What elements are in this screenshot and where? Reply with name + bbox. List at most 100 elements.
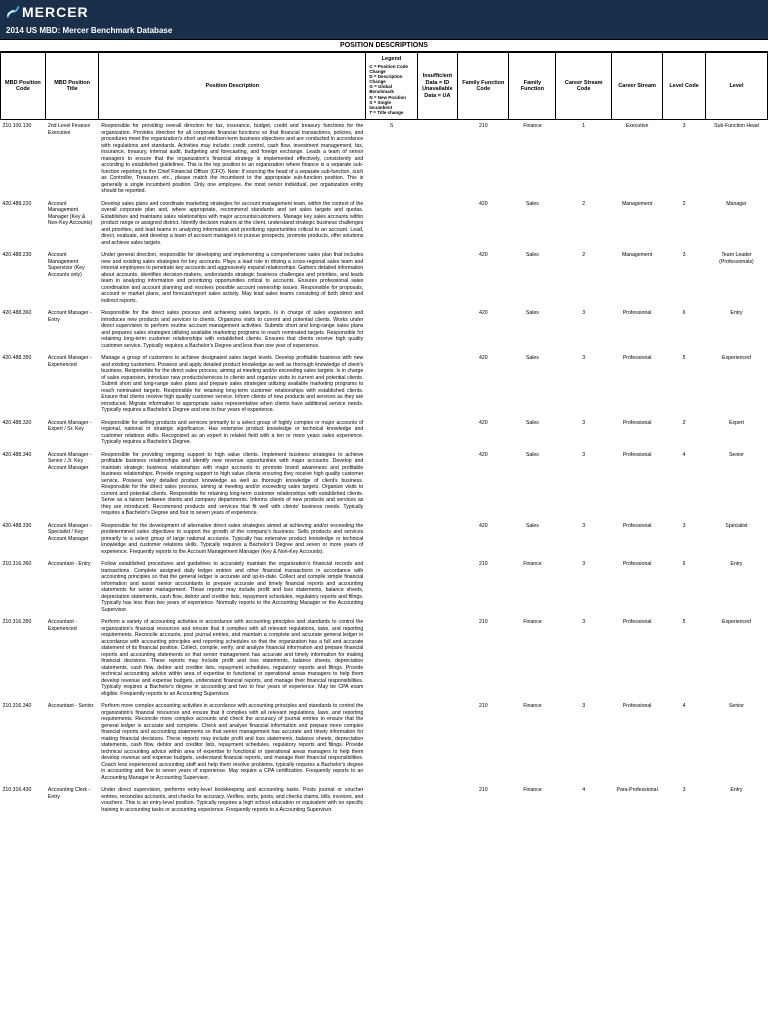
table-cell: 5 [663,352,706,417]
table-cell: Sales [509,417,556,449]
table-cell: 2 [556,249,612,307]
col-career-stream: Career Stream [611,53,662,120]
table-cell: Professional [611,417,662,449]
table-cell: 4 [663,700,706,784]
table-row: 210.100.1302nd Level Finance ExecutiveRe… [1,120,768,198]
table-cell: Accounting Clerk - Entry [45,784,98,816]
legend-line: C = Position Code Change [369,64,413,74]
table-cell: Finance [509,784,556,816]
table-cell: 420.488.350 [1,352,46,417]
table-cell: Sub-Function Head [705,120,767,198]
table-cell [366,449,417,520]
table-cell: Accountant - Experienced [45,616,98,700]
table-cell: 210.316.430 [1,784,46,816]
table-cell: Responsible for selling products and ser… [99,417,366,449]
table-cell: Account Manager - Entry [45,307,98,352]
table-cell [417,120,458,198]
table-cell: Experienced [705,616,767,700]
table-cell: 2 [663,198,706,250]
table-cell: 3 [556,417,612,449]
table-cell: Account Manager - Experienced [45,352,98,417]
table-cell: Management [611,249,662,307]
table-cell: 420.488.220 [1,198,46,250]
table-cell: Senior [705,449,767,520]
legend-line: D = Description Change [369,74,413,84]
table-cell [366,417,417,449]
table-cell: 3 [556,616,612,700]
table-cell: Entry [705,558,767,616]
table-cell: Professional [611,558,662,616]
table-cell [417,249,458,307]
table-cell [366,784,417,816]
table-cell: 420 [458,307,509,352]
table-row: 420.488.360Account Manager - EntryRespon… [1,307,768,352]
table-cell: Entry [705,784,767,816]
table-row: 210.316.360Accountant - EntryFollow esta… [1,558,768,616]
table-row: 420.488.350Account Manager - Experienced… [1,352,768,417]
table-cell: 1 [556,120,612,198]
table-cell: Finance [509,120,556,198]
table-cell [417,616,458,700]
table-cell: 210 [458,616,509,700]
table-cell: Under general direction, responsible for… [99,249,366,307]
table-cell: 2 [663,417,706,449]
table-cell [417,558,458,616]
table-cell: Responsible for providing overall direct… [99,120,366,198]
table-cell [417,352,458,417]
table-cell: 3 [556,558,612,616]
table-cell: Professional [611,616,662,700]
table-row: 420.488.230Account Management Supervisor… [1,249,768,307]
col-position-description: Position Description [99,53,366,120]
table-cell: 420 [458,249,509,307]
table-cell: Responsible for the development of alter… [99,520,366,559]
table-cell: Follow established procedures and guidel… [99,558,366,616]
mercer-logo-icon [6,5,20,19]
col-level-code: Level Code [663,53,706,120]
legend-line: G = Global Benchmark [369,84,413,94]
table-cell: 210 [458,558,509,616]
table-cell: Account Manager - Expert / Sr. Key [45,417,98,449]
col-level: Level [705,53,767,120]
table-cell [366,700,417,784]
table-cell: 3 [556,700,612,784]
table-row: 210.316.430Accounting Clerk - EntryUnder… [1,784,768,816]
col-career-stream-code: Career Stream Code [556,53,612,120]
table-cell [417,700,458,784]
table-cell: Sales [509,352,556,417]
col-family-function: Family Function [509,53,556,120]
table-cell: Account Manager - Specialist / Key Accou… [45,520,98,559]
table-body: 210.100.1302nd Level Finance ExecutiveRe… [1,120,768,817]
table-cell: Sales [509,449,556,520]
table-cell: 210.316.340 [1,700,46,784]
table-cell: Accountant - Entry [45,558,98,616]
table-cell: Finance [509,558,556,616]
table-cell [417,307,458,352]
col-position-code: MBD Position Code [1,53,46,120]
table-cell: Account Manager - Senior / Jr. Key Accou… [45,449,98,520]
table-cell: Entry [705,307,767,352]
table-cell: 210.316.360 [1,558,46,616]
table-cell: 210 [458,784,509,816]
table-cell: Professional [611,520,662,559]
table-cell: 210 [458,120,509,198]
table-cell: Professional [611,352,662,417]
table-row: 420.488.220Account Management Manager (K… [1,198,768,250]
table-cell: Account Management Supervisor (Key Accou… [45,249,98,307]
table-cell: 420 [458,417,509,449]
table-cell: Sales [509,198,556,250]
logo-text: MERCER [22,4,89,20]
table-cell: Sales [509,249,556,307]
legend-title: Legend [368,56,414,63]
table-cell: 420.488.360 [1,307,46,352]
table-cell: 2nd Level Finance Executive [45,120,98,198]
table-cell [417,417,458,449]
table-cell: 420 [458,449,509,520]
table-cell: Sales [509,307,556,352]
col-insufficient: Insufficient Data = ID Unavailable Data … [417,53,458,120]
table-row: 210.316.340Accountant - SeniorPerform mo… [1,700,768,784]
table-cell: Specialist [705,520,767,559]
table-cell: Para-Professional [611,784,662,816]
table-cell: Executive [611,120,662,198]
table-cell: Accountant - Senior [45,700,98,784]
table-cell: 420.488.340 [1,449,46,520]
